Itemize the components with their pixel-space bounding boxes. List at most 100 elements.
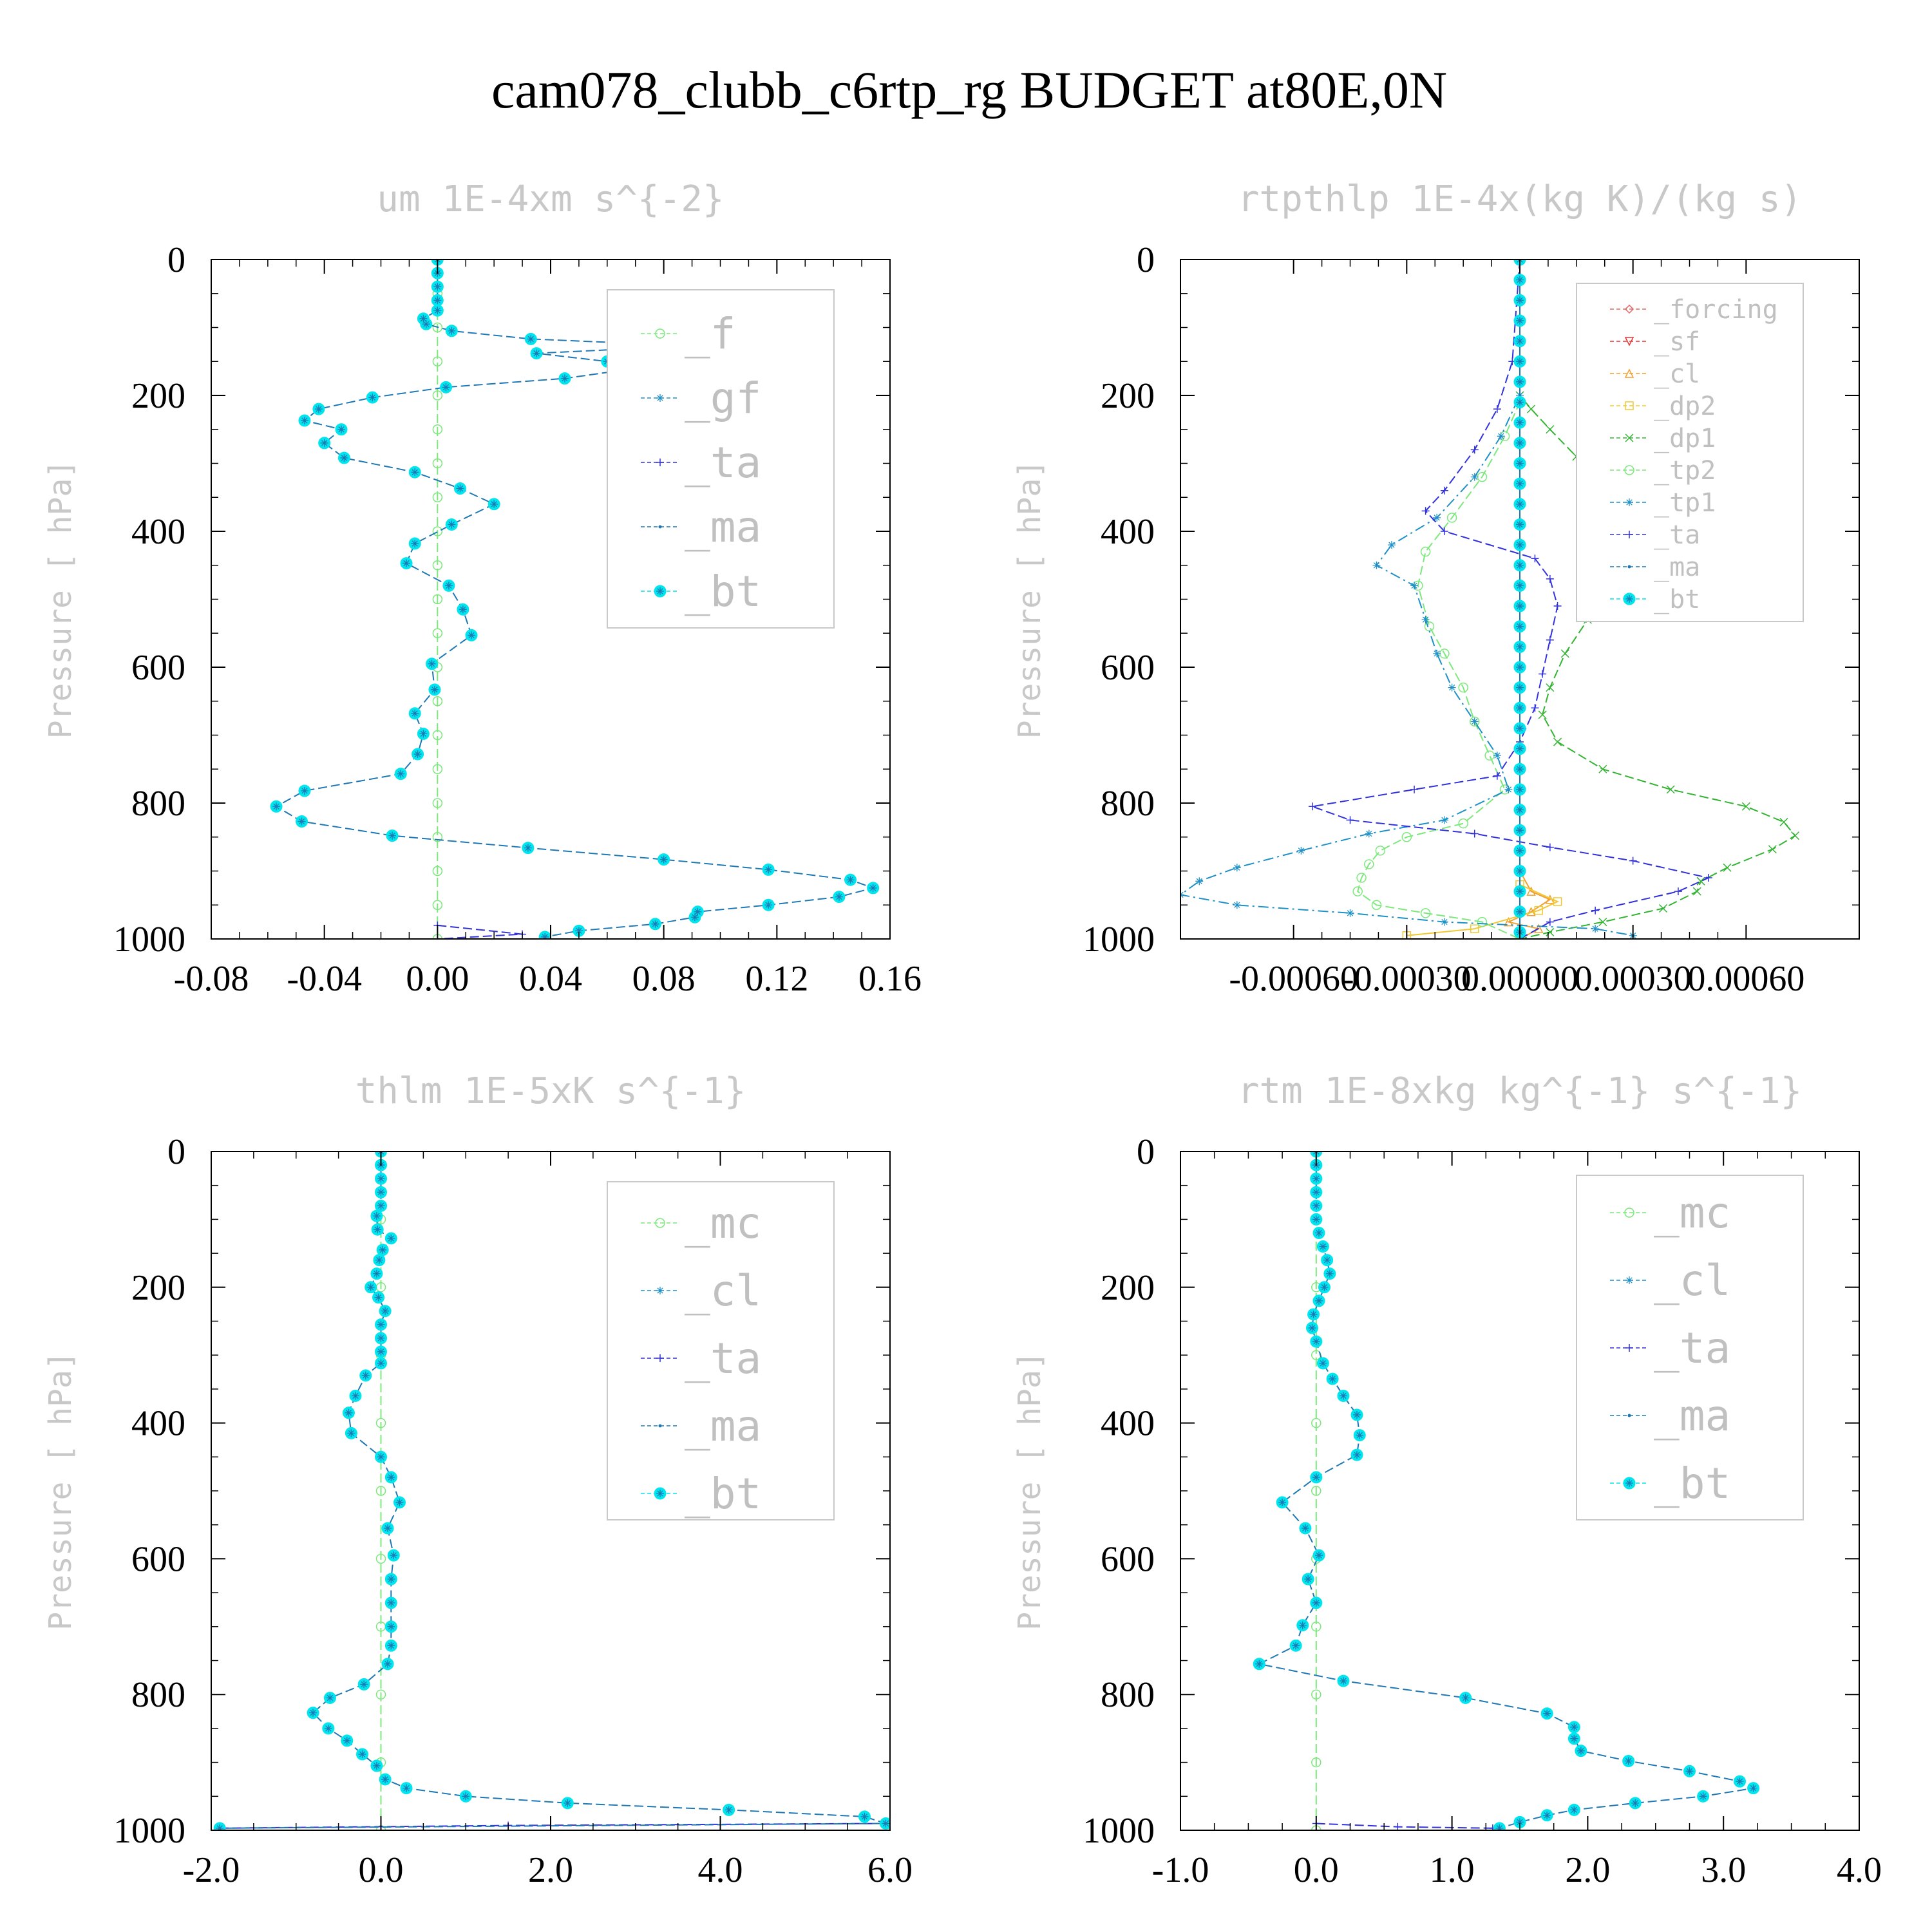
series_bt bbox=[270, 260, 880, 939]
data-point bbox=[1440, 486, 1448, 495]
legend-label: _ta bbox=[685, 1334, 761, 1383]
data-point-overlay bbox=[374, 1293, 383, 1302]
data-point-overlay bbox=[387, 1622, 395, 1631]
data-point bbox=[1311, 1757, 1321, 1768]
legend-label: _ma bbox=[685, 502, 761, 552]
x-tick-label: -0.04 bbox=[287, 959, 362, 999]
data-point-overlay bbox=[1516, 683, 1524, 692]
data-point-overlay bbox=[1516, 867, 1524, 875]
data-point-overlay bbox=[413, 750, 422, 759]
data-point bbox=[432, 526, 443, 536]
series_dp2 bbox=[1402, 260, 1562, 939]
data-point-overlay bbox=[1356, 1431, 1364, 1439]
data-point-overlay bbox=[1516, 826, 1524, 835]
data-point bbox=[1470, 473, 1479, 481]
data-point bbox=[432, 798, 443, 808]
data-point-overlay bbox=[419, 314, 428, 323]
legend-label: _ma bbox=[685, 1401, 761, 1451]
legend: _forcing_sf_cl _dp2 _dp1 _tp2_tp1_ta _ma _bt bbox=[1576, 283, 1804, 622]
data-point-overlay bbox=[345, 1408, 353, 1417]
y-tick-label: 200 bbox=[131, 376, 185, 416]
data-point-overlay bbox=[574, 927, 583, 935]
data-point bbox=[1401, 832, 1412, 842]
data-point-overlay bbox=[1631, 1799, 1640, 1807]
data-point-overlay bbox=[448, 327, 456, 335]
data-point bbox=[432, 900, 443, 910]
panel-title: rtpthlp 1E-4x(kg K)/(kg s) bbox=[1238, 178, 1803, 220]
data-point bbox=[432, 832, 443, 842]
data-point bbox=[1493, 772, 1501, 780]
data-point bbox=[1546, 636, 1554, 644]
y-tick-label: 600 bbox=[131, 1539, 185, 1579]
data-point-overlay bbox=[1319, 1359, 1327, 1367]
legend-label: _ma bbox=[1654, 1391, 1730, 1441]
data-point-overlay bbox=[343, 1736, 351, 1745]
data-point bbox=[432, 560, 443, 571]
legend-marker bbox=[656, 394, 664, 402]
data-point bbox=[1591, 925, 1600, 933]
y-axis-label: Pressure [ hPa] bbox=[1012, 460, 1048, 739]
y-tick-label: 400 bbox=[131, 512, 185, 552]
data-point-overlay bbox=[1495, 1824, 1504, 1830]
data-point-overlay bbox=[527, 335, 535, 343]
data-point-overlay bbox=[377, 1347, 385, 1356]
data-point bbox=[1704, 874, 1712, 882]
data-point bbox=[1553, 602, 1562, 611]
data-point-overlay bbox=[384, 1524, 392, 1532]
data-point-overlay bbox=[1312, 1473, 1320, 1481]
data-point bbox=[432, 866, 443, 876]
data-point bbox=[1531, 704, 1539, 712]
data-point-overlay bbox=[1516, 296, 1524, 305]
data-point-overlay bbox=[764, 901, 773, 909]
legend-box bbox=[1576, 283, 1804, 622]
data-point bbox=[1546, 927, 1555, 936]
x-tick-label: 0.16 bbox=[858, 959, 922, 999]
data-point-overlay bbox=[1516, 765, 1524, 773]
data-point-overlay bbox=[428, 659, 436, 668]
data-point-overlay bbox=[1325, 1269, 1334, 1278]
data-point bbox=[1598, 918, 1607, 927]
data-point-overlay bbox=[1516, 561, 1524, 569]
data-point bbox=[432, 322, 443, 333]
data-point bbox=[1364, 859, 1374, 869]
data-point-overlay bbox=[387, 1598, 395, 1607]
x-tick-label: -0.00030 bbox=[1342, 959, 1472, 999]
data-point bbox=[1458, 818, 1468, 829]
data-point-overlay bbox=[314, 405, 323, 413]
y-tick-label: 0 bbox=[167, 240, 185, 280]
data-point-overlay bbox=[381, 1307, 390, 1315]
legend-label: _dp2 bbox=[1654, 392, 1716, 421]
legend: _mc _cl _ta _ma _bt bbox=[1576, 1175, 1804, 1520]
data-point bbox=[1458, 682, 1468, 693]
data-point bbox=[1790, 831, 1799, 840]
y-tick-label: 400 bbox=[1101, 1404, 1155, 1444]
panel-4: rtm 1E-8xkg kg^{-1} s^{-1} Pressure [ hPa… bbox=[1012, 1070, 1882, 1890]
legend-marker bbox=[656, 1354, 664, 1362]
data-point bbox=[432, 594, 443, 605]
data-point bbox=[1723, 863, 1732, 872]
data-point-overlay bbox=[216, 1824, 224, 1830]
data-point-overlay bbox=[387, 1642, 395, 1650]
x-tick-label: -1.0 bbox=[1152, 1850, 1209, 1890]
legend-marker-overlay bbox=[1625, 1479, 1633, 1487]
series_bt bbox=[213, 1151, 890, 1830]
panel-3: thlm 1E-5xK s^{-1} Pressure [ hPa] 0 200 400… bbox=[43, 1070, 913, 1890]
data-point bbox=[1553, 737, 1562, 746]
series-line_tp2 bbox=[1357, 260, 1520, 939]
x-tick-label: 2.0 bbox=[1565, 1850, 1610, 1890]
data-point-overlay bbox=[1312, 1338, 1320, 1346]
legend-marker bbox=[658, 525, 662, 529]
data-point-overlay bbox=[1329, 1375, 1337, 1383]
data-point-overlay bbox=[1516, 643, 1524, 651]
data-point-overlay bbox=[860, 1812, 869, 1821]
x-tick-label: 0.00000 bbox=[1461, 959, 1578, 999]
data-point bbox=[1477, 916, 1488, 927]
legend-label: _cl bbox=[1654, 1256, 1730, 1305]
data-point-overlay bbox=[869, 884, 877, 892]
data-point-overlay bbox=[366, 1283, 375, 1291]
data-point-overlay bbox=[1543, 1811, 1551, 1819]
data-point bbox=[1311, 1689, 1321, 1700]
data-point bbox=[432, 628, 443, 638]
data-point-overlay bbox=[300, 417, 308, 425]
data-point-overlay bbox=[1309, 1310, 1318, 1318]
